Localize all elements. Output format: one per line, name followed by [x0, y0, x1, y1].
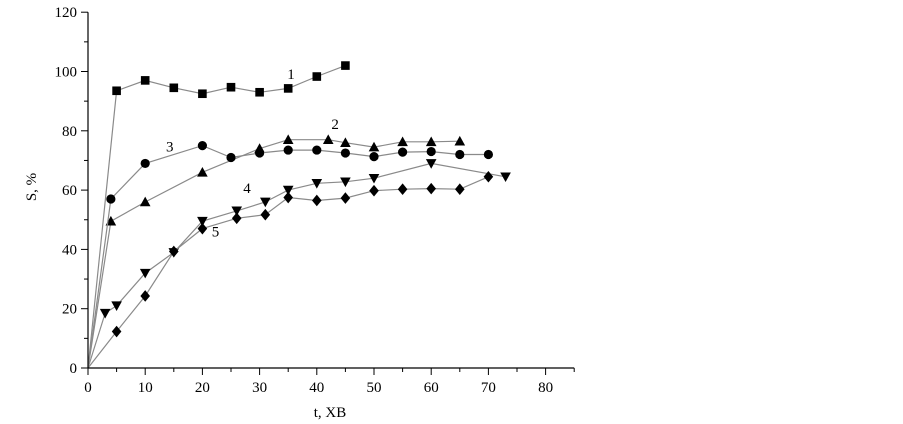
- series-annotation: 3: [166, 140, 174, 156]
- data-point: [340, 137, 351, 147]
- x-ticks: 0 10 20 30 40 50 60 70 80: [84, 368, 575, 396]
- series-line: [87, 162, 506, 369]
- x-tick-label: 60: [424, 380, 439, 396]
- data-point: [341, 61, 350, 70]
- y-ticks: 0 20 40 60 80 100 120: [55, 5, 88, 377]
- y-tick-label: 120: [55, 5, 78, 21]
- x-tick-label: 40: [309, 380, 324, 396]
- data-point: [140, 158, 150, 169]
- x-tick-label: 10: [138, 380, 153, 396]
- data-point: [397, 183, 408, 196]
- data-point: [197, 141, 207, 151]
- data-point: [283, 191, 293, 204]
- data-point: [226, 82, 236, 92]
- data-point: [169, 245, 179, 258]
- data-point: [368, 173, 380, 184]
- series-3: [87, 141, 493, 369]
- y-tick-label: 100: [55, 65, 78, 81]
- y-tick-label: 80: [62, 124, 77, 140]
- data-point: [140, 290, 150, 302]
- series-line: [87, 144, 489, 369]
- x-tick-label: 20: [195, 380, 210, 396]
- x-axis-title: t, ХВ: [314, 405, 347, 421]
- y-tick-label: 0: [70, 361, 78, 377]
- data-point: [322, 134, 334, 144]
- x-tick-label: 50: [367, 380, 382, 396]
- data-point: [255, 87, 264, 97]
- data-point: [311, 178, 323, 189]
- data-point: [260, 197, 271, 208]
- data-point: [454, 135, 466, 146]
- series-annotation: 5: [212, 225, 220, 241]
- series-5: [87, 170, 494, 369]
- data-point: [426, 182, 436, 195]
- y-tick-label: 40: [62, 242, 77, 258]
- data-point: [500, 172, 511, 183]
- data-point: [139, 268, 151, 279]
- x-tick-label: 70: [481, 380, 496, 396]
- data-point: [340, 192, 351, 204]
- data-point: [111, 301, 122, 312]
- data-point: [340, 148, 350, 158]
- data-point: [369, 184, 379, 197]
- series-line: [87, 65, 346, 369]
- y-axis-title: S, %: [24, 173, 40, 201]
- data-point: [231, 206, 243, 217]
- data-point: [425, 159, 437, 169]
- plot-area: [87, 61, 511, 369]
- data-point: [397, 136, 408, 147]
- data-point: [312, 145, 322, 155]
- data-point: [169, 83, 179, 93]
- data-point: [99, 308, 111, 319]
- data-point: [425, 136, 437, 147]
- data-point: [483, 170, 494, 183]
- data-point: [312, 72, 322, 81]
- data-point: [197, 167, 208, 177]
- y-tick-label: 60: [62, 183, 77, 199]
- series-4: [87, 159, 511, 369]
- data-point: [283, 145, 293, 155]
- data-point: [483, 149, 493, 160]
- x-tick-label: 30: [252, 380, 267, 396]
- data-point: [197, 216, 208, 227]
- series-labels: 1 2 3 4 5: [166, 67, 339, 241]
- data-point: [282, 134, 294, 144]
- data-point: [140, 76, 150, 85]
- data-point: [231, 212, 242, 225]
- data-point: [455, 183, 465, 196]
- data-point: [255, 148, 265, 158]
- data-point: [369, 151, 379, 162]
- series-1: [87, 61, 350, 369]
- series-annotation: 4: [243, 181, 251, 197]
- y-tick-label: 20: [62, 302, 77, 318]
- data-point: [282, 185, 294, 196]
- data-point: [455, 149, 465, 160]
- data-point: [398, 147, 408, 157]
- data-point: [426, 146, 436, 157]
- data-point: [111, 325, 122, 338]
- data-point: [312, 194, 322, 207]
- data-point: [340, 177, 351, 188]
- data-point: [197, 222, 208, 235]
- data-point: [226, 152, 236, 163]
- data-point: [283, 84, 293, 93]
- series-annotation: 1: [287, 67, 295, 83]
- data-point: [106, 194, 116, 204]
- series-annotation: 2: [331, 117, 339, 133]
- x-tick-label: 80: [538, 380, 553, 396]
- data-point: [198, 89, 207, 99]
- data-point: [112, 86, 121, 96]
- data-point: [139, 196, 151, 207]
- series-line: [87, 139, 460, 369]
- data-point: [368, 141, 380, 152]
- data-point: [260, 208, 271, 221]
- x-tick-label: 0: [84, 380, 92, 396]
